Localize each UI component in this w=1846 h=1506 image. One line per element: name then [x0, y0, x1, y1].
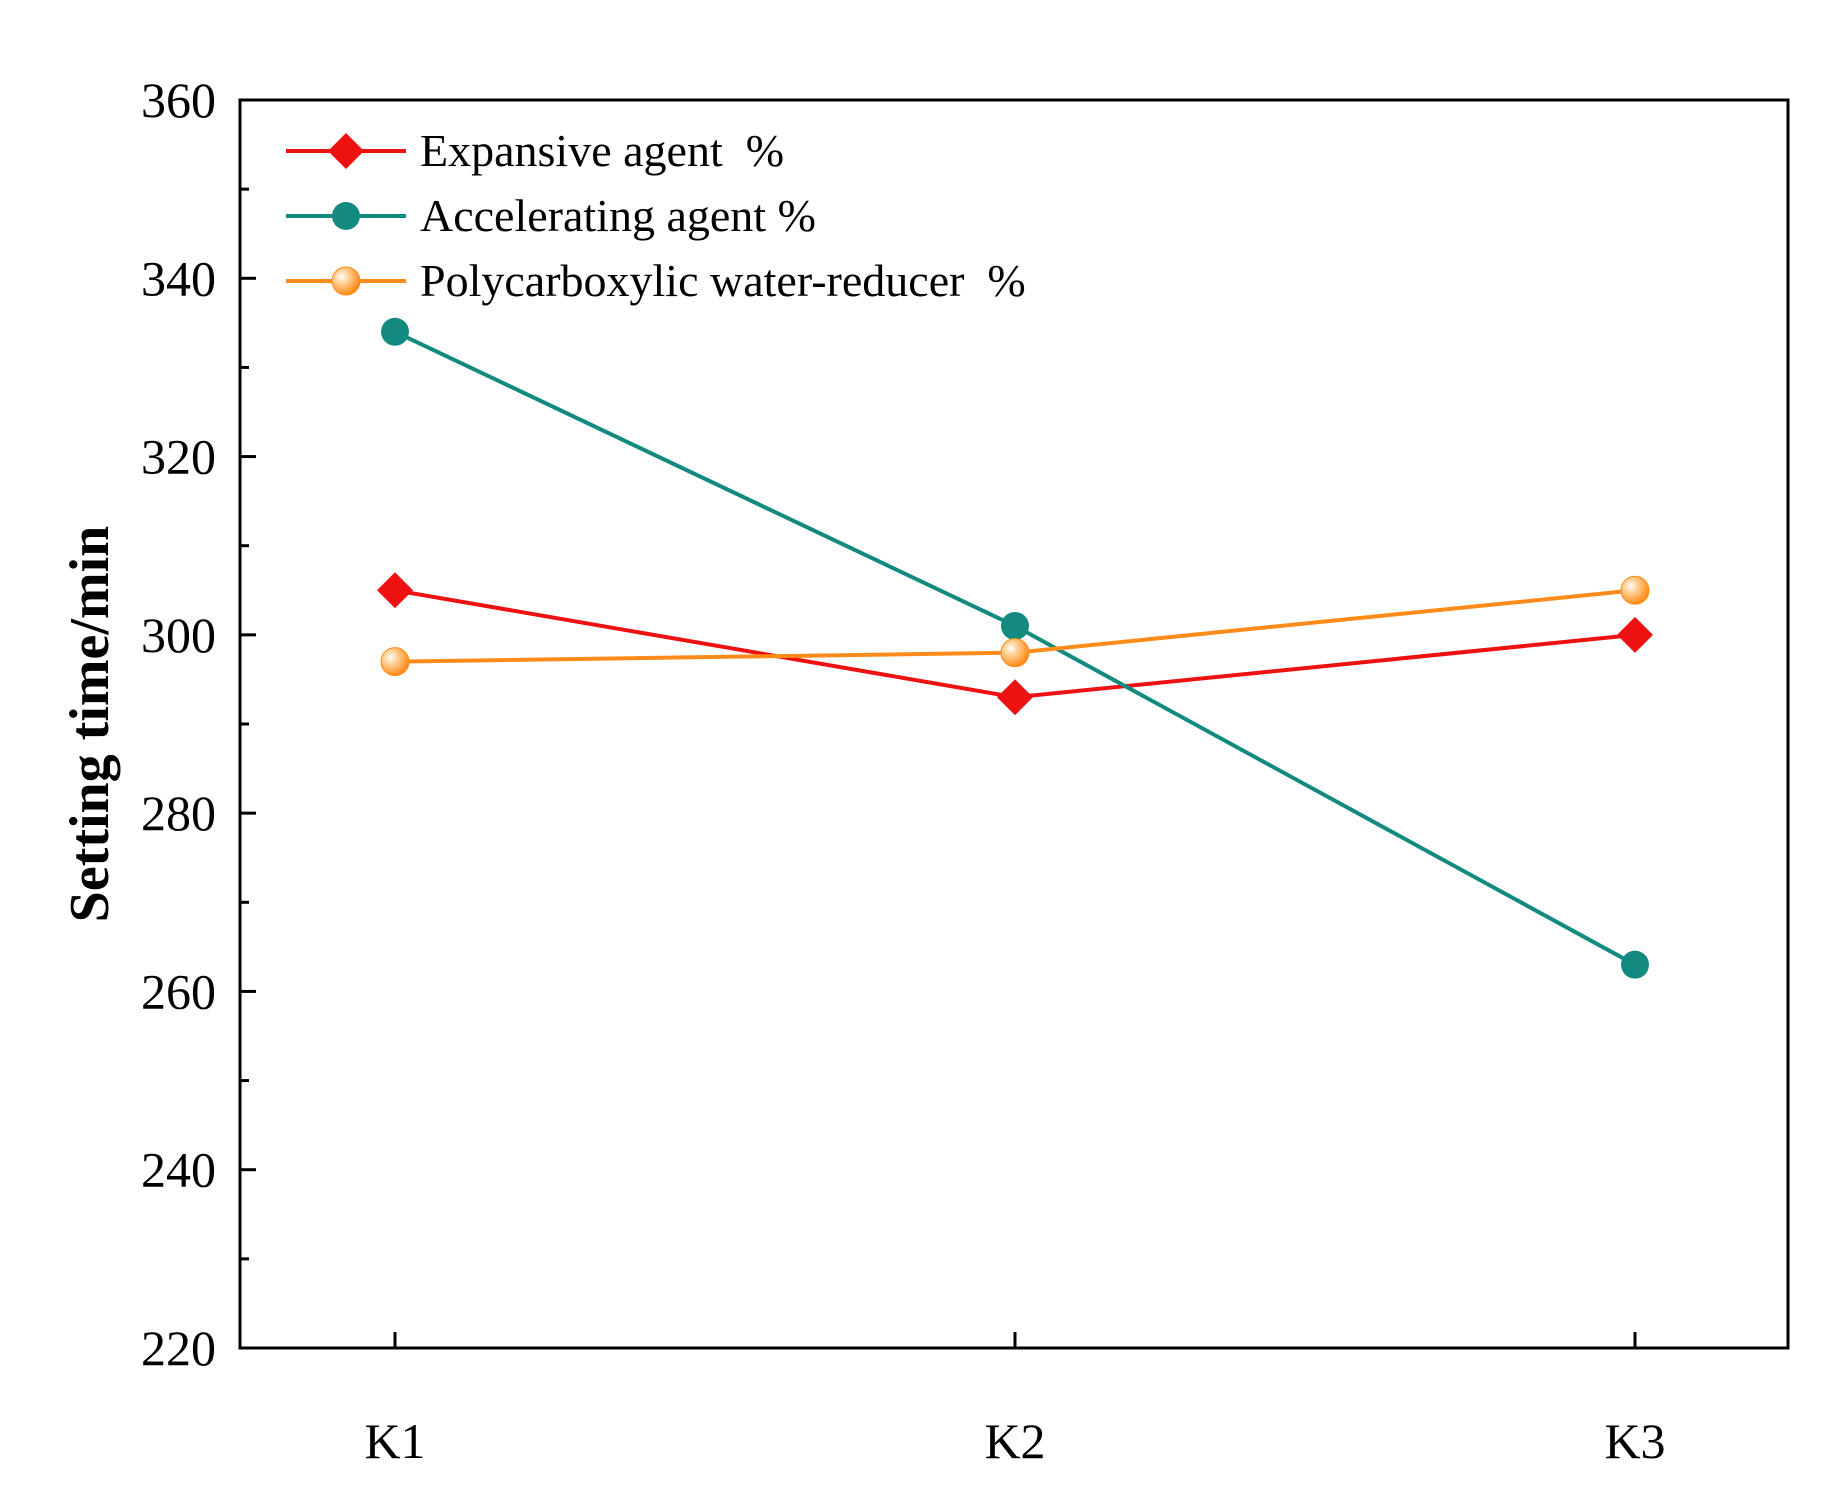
- series-1: [377, 572, 1653, 716]
- x-tick-label: K2: [984, 1413, 1045, 1469]
- legend-label: Polycarboxylic water-reducer %: [420, 255, 1026, 306]
- legend-marker: [332, 202, 360, 230]
- data-point: [380, 647, 410, 677]
- data-point: [1621, 950, 1649, 979]
- x-tick-label: K1: [364, 1413, 425, 1469]
- y-tick-label: 360: [141, 72, 216, 128]
- y-tick-label: 320: [141, 429, 216, 485]
- legend-item: Accelerating agent %: [286, 190, 816, 241]
- y-axis-title: Setting time/min: [59, 526, 121, 923]
- data-point: [1001, 611, 1029, 640]
- y-tick-label: 260: [141, 963, 216, 1019]
- y-tick-label: 240: [141, 1142, 216, 1198]
- series-2: [381, 317, 1649, 979]
- y-tick-label: 220: [141, 1320, 216, 1376]
- data-point: [381, 317, 409, 346]
- data-point: [1617, 616, 1653, 653]
- data-point: [377, 572, 413, 609]
- y-axis: 220 240 260 280 300 320 340 360: [141, 72, 256, 1376]
- y-tick-label: 300: [141, 607, 216, 663]
- x-tick-label: K3: [1604, 1413, 1665, 1469]
- legend-item: Expansive agent %: [286, 125, 784, 176]
- legend-marker: [331, 266, 361, 296]
- y-tick-label: 280: [141, 785, 216, 841]
- legend-item: Polycarboxylic water-reducer %: [286, 255, 1026, 306]
- series-3: [380, 575, 1650, 677]
- legend-marker: [328, 133, 364, 169]
- data-point: [1000, 638, 1030, 668]
- legend-label: Accelerating agent %: [420, 190, 816, 241]
- x-axis: K1 K2 K3: [364, 1332, 1666, 1469]
- series-layer: [377, 317, 1653, 979]
- legend-label: Expansive agent %: [420, 125, 784, 176]
- legend: Expansive agent % Accelerating agent % Pol…: [286, 125, 1026, 306]
- data-point: [997, 679, 1033, 716]
- y-tick-label: 340: [141, 250, 216, 306]
- data-point: [1620, 575, 1650, 605]
